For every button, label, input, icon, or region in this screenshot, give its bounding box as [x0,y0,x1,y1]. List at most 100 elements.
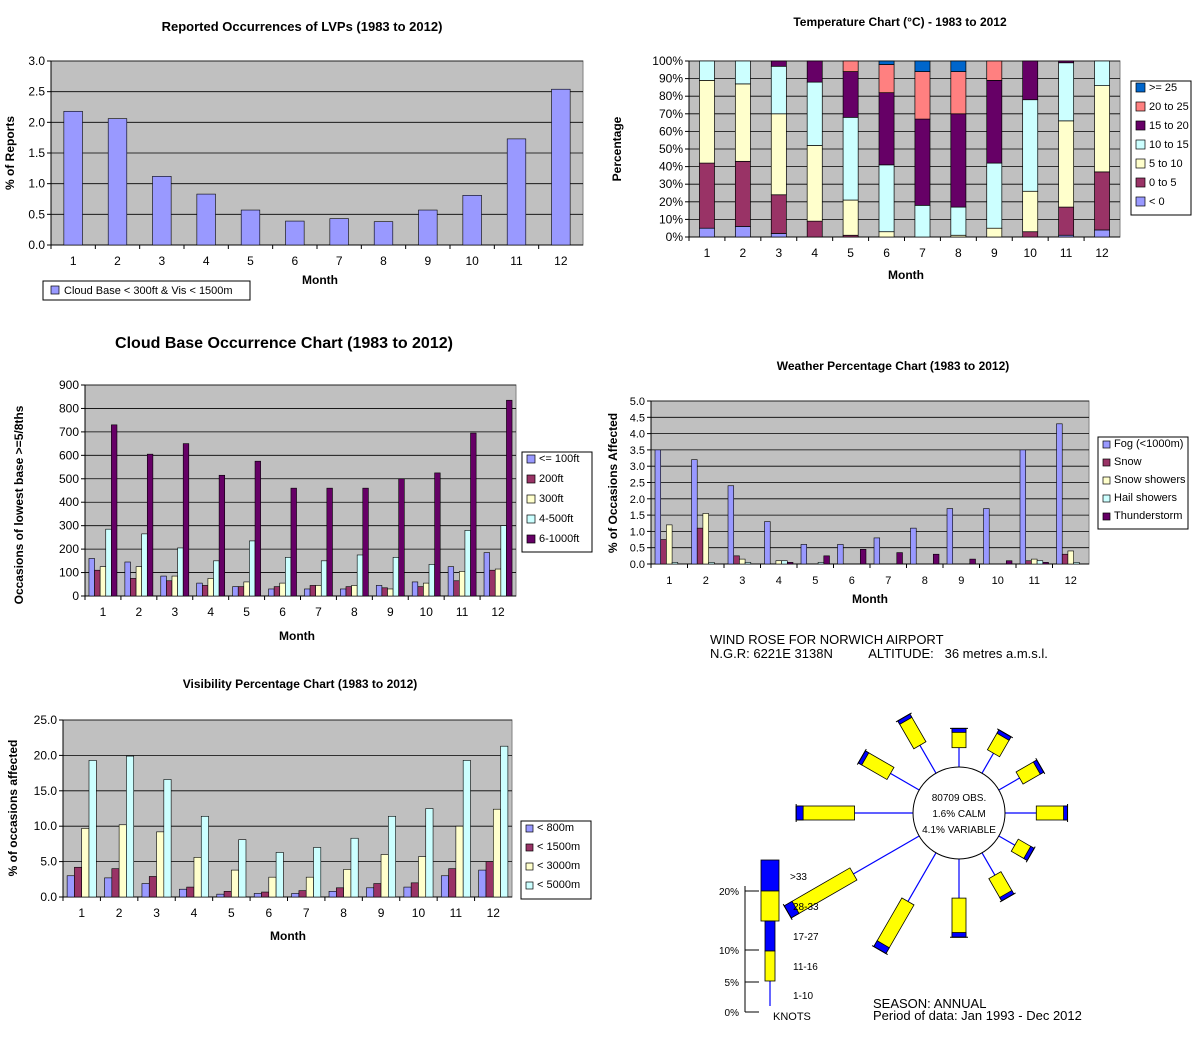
bar [500,745,509,898]
y-tick-label: 100% [652,54,683,68]
y-tick-label: 2.5 [630,478,645,490]
bar-segment [986,162,1003,229]
y-tick-label: 300 [59,519,79,533]
bar [182,443,190,597]
bar-segment [950,60,967,72]
y-tick-label: 0% [666,230,684,244]
x-tick-label: 2 [116,906,123,920]
bar-segment [914,60,931,72]
y-tick-label: 1.0 [28,177,45,191]
bar [231,869,239,898]
bar [387,588,394,597]
bar-segment [1058,62,1075,122]
bar [1056,423,1063,565]
rose-bar [871,897,915,955]
bar [285,220,305,246]
legend-label: Fog (<1000m) [1114,438,1183,450]
bar [464,530,471,597]
y-tick-label: 5.0 [40,855,57,869]
bar-segment [699,227,715,238]
rose-bar [895,712,927,750]
bar [946,508,954,565]
temperature-chart: 0%10%20%30%40%50%60%70%80%90%100%1 2 3 4 5 6 7… [610,15,1192,282]
wind-rose-altitude: ALTITUDE: 36 metres a.m.s.l. [868,646,1048,661]
y-tick-label: 25.0 [34,713,58,727]
legend-swatch [526,474,536,484]
bar-segment [878,231,895,238]
legend-swatch [1102,494,1111,503]
y-tick-label: 200 [59,542,79,556]
season-label: SEASON: ANNUAL [873,996,986,1011]
bar [156,831,165,898]
y-tick-label: 20% [659,195,683,209]
bar [329,218,349,246]
bar [268,876,277,898]
legend-swatch [1135,177,1146,188]
bar-segment [806,145,823,222]
bar [764,521,771,565]
bar [160,575,167,597]
y-tick-label: 5.0 [630,396,645,408]
bar-segment [842,116,859,201]
rose-bar-yellow [795,805,855,821]
bar [448,868,457,898]
bar [910,527,917,565]
bar-segment [699,60,715,81]
y-tick-label: 400 [59,495,79,509]
bar-segment [770,65,787,115]
scale-seg [760,859,780,892]
bar-segment [734,83,751,162]
legend-label: 200ft [539,473,563,485]
bar [492,808,501,898]
bar [817,562,825,565]
bar [373,221,394,246]
x-tick-label: 8 [351,605,358,619]
bar-segment [878,64,895,94]
rose-bar [1035,804,1069,822]
y-tick-label: 1.5 [630,510,645,522]
weather-chart: 0.00.51.01.52.02.53.03.54.04.55.01 2 3 4 5 6 7… [606,359,1189,606]
bar-segment [914,71,931,120]
legend-label: < 800m [537,822,574,834]
rose-bar-cap [1035,758,1046,775]
bar-segment [770,113,787,196]
wind-rose-ngr: N.G.R: 6221E 3138N [710,646,833,661]
bar [200,815,209,898]
x-tick-label: 2 [740,246,747,260]
bar-segment [950,71,967,115]
legend-swatch [526,534,536,544]
x-tick-label: 1 [78,906,85,920]
rose-bar [1015,758,1046,785]
bar [111,868,120,898]
bar [373,883,382,898]
bar [485,861,494,898]
legend-label: 15 to 20 [1149,120,1189,132]
rose-bar [950,897,968,938]
bar [489,569,496,597]
legend-label: <= 100ft [539,453,579,465]
x-tick-label: 5 [247,254,254,268]
bar [786,562,794,565]
bar-segment [734,226,751,238]
x-tick-label: 8 [380,254,387,268]
legend-label: 10 to 15 [1149,139,1189,151]
bar [453,580,460,597]
bar [837,544,844,565]
x-tick-label: 2 [136,605,143,619]
x-tick-label: 10 [412,906,426,920]
bar [375,585,383,597]
bar [253,893,262,898]
x-tick-label: 1 [666,575,672,587]
units-label: KNOTS [773,1011,811,1023]
scale-tick-label: 20% [719,887,739,898]
bar [440,875,449,898]
legend-box [1097,436,1189,530]
legend-label: Thunderstorm [1114,510,1182,522]
bar [186,886,195,898]
x-tick-label: 9 [958,575,964,587]
rose-bar-blue [795,805,804,821]
x-axis-label: Month [279,629,315,643]
x-tick-label: 9 [991,246,998,260]
